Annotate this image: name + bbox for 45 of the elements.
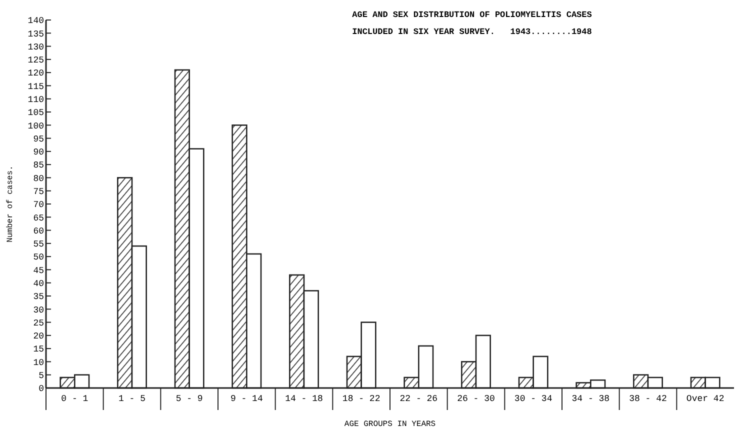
y-tick-label: 60 bbox=[33, 226, 44, 236]
x-tick-label: 18 - 22 bbox=[342, 394, 380, 404]
y-tick-label: 95 bbox=[33, 134, 44, 144]
y-tick-label: 80 bbox=[33, 174, 44, 184]
x-tick-label: 34 - 38 bbox=[572, 394, 610, 404]
y-tick-label: 85 bbox=[33, 160, 44, 171]
y-tick-label: 105 bbox=[28, 108, 44, 118]
x-tick-label: 38 - 42 bbox=[629, 394, 667, 404]
y-tick-label: 75 bbox=[33, 187, 44, 198]
y-tick-label: 130 bbox=[28, 42, 44, 52]
chart-title: AGE AND SEX DISTRIBUTION OF POLIOMYELITIS CASES bbox=[352, 10, 592, 20]
y-tick-label: 30 bbox=[33, 305, 44, 316]
y-tick-label: 45 bbox=[33, 266, 44, 276]
y-tick-label: 25 bbox=[33, 318, 44, 328]
x-tick-label: 22 - 26 bbox=[400, 394, 438, 404]
x-tick-label: 9 - 14 bbox=[230, 394, 263, 404]
x-axis-title: AGE GROUPS IN YEARS bbox=[344, 420, 436, 429]
y-tick-label: 0 bbox=[38, 384, 44, 394]
y-tick-label: 110 bbox=[28, 95, 44, 106]
x-tick-label: 5 - 9 bbox=[176, 394, 203, 404]
y-tick-label: 15 bbox=[33, 344, 44, 355]
y-tick-label: 10 bbox=[33, 358, 44, 368]
x-tick-label: 1 - 5 bbox=[118, 394, 146, 404]
x-tick-label: 30 - 34 bbox=[514, 394, 552, 404]
y-tick-label: 120 bbox=[28, 68, 44, 79]
x-tick-label: 14 - 18 bbox=[285, 394, 323, 404]
y-tick-label: 20 bbox=[33, 332, 44, 342]
y-tick-label: 135 bbox=[28, 29, 44, 40]
x-tick-label: 0 - 1 bbox=[61, 394, 88, 404]
y-tick-label: 35 bbox=[33, 292, 44, 302]
y-tick-label: 5 bbox=[38, 371, 44, 382]
x-tick-label: Over 42 bbox=[686, 394, 724, 404]
y-axis-title: Number of cases. bbox=[6, 166, 15, 242]
text: INCLUDED IN SIX YEAR SURVEY. 1943........1948 bbox=[352, 27, 592, 37]
y-tick-label: 115 bbox=[28, 82, 44, 92]
y-tick-label: 90 bbox=[33, 148, 44, 158]
y-tick-label: 40 bbox=[33, 279, 44, 290]
y-tick-label: 55 bbox=[33, 240, 44, 250]
y-tick-label: 70 bbox=[33, 200, 44, 210]
y-tick-label: 140 bbox=[28, 16, 44, 26]
y-tick-label: 50 bbox=[33, 252, 44, 263]
y-tick-label: 65 bbox=[33, 213, 44, 224]
y-tick-label: 100 bbox=[28, 121, 44, 132]
x-tick-label: 26 - 30 bbox=[457, 394, 495, 404]
y-tick-label: 125 bbox=[28, 56, 44, 66]
